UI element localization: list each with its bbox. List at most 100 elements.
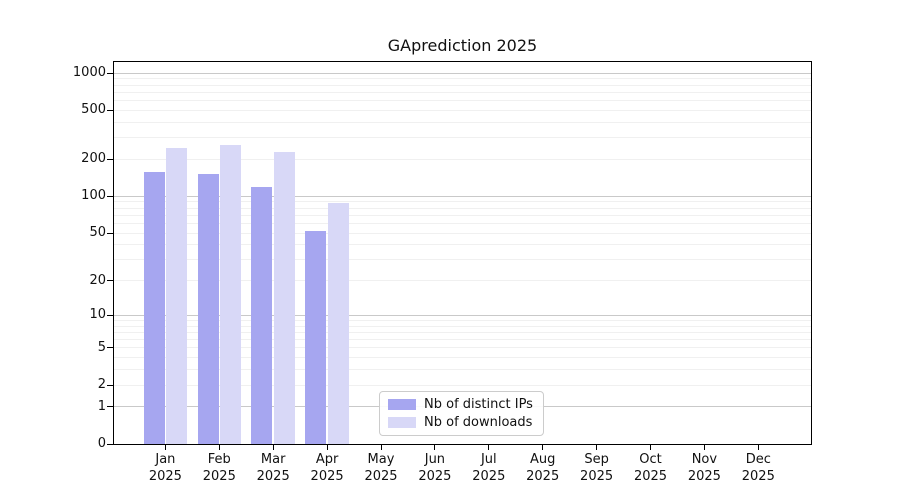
chart-title: GAprediction 2025 xyxy=(387,36,538,55)
legend-entry-distinct-ips: Nb of distinct IPs xyxy=(388,396,535,413)
x-tick-mark xyxy=(326,445,328,450)
x-tick-year: 2025 xyxy=(256,469,290,484)
x-tick-mark xyxy=(757,445,759,450)
y-tick-mark xyxy=(107,406,114,408)
x-tick-mark xyxy=(380,445,382,450)
x-tick-mark xyxy=(650,445,651,450)
y-gridline-minor xyxy=(114,325,811,327)
x-tick-label: Jul 2025 xyxy=(457,451,521,485)
x-tick-year: 2025 xyxy=(580,469,614,484)
x-tick-month: Oct xyxy=(639,452,662,467)
bar-distinct-ips-apr xyxy=(305,230,327,444)
x-tick-mark xyxy=(272,445,274,450)
y-gridline-minor xyxy=(114,369,811,371)
legend: Nb of distinct IPs Nb of downloads xyxy=(379,391,544,436)
y-gridline-minor xyxy=(114,232,811,234)
y-tick-mark xyxy=(107,158,114,160)
y-tick-mark xyxy=(107,109,114,111)
x-tick-year: 2025 xyxy=(741,469,775,484)
x-tick-month: Aug xyxy=(529,452,556,467)
y-tick-label: 100 xyxy=(81,188,106,204)
x-tick-label: Mar 2025 xyxy=(241,451,305,485)
y-tick-mark xyxy=(107,195,114,197)
legend-label-downloads: Nb of downloads xyxy=(424,415,533,431)
bar-downloads-mar xyxy=(273,152,295,444)
y-gridline-minor xyxy=(114,137,811,139)
y-tick-mark xyxy=(107,280,114,282)
x-tick-month: Dec xyxy=(745,452,771,467)
x-tick-month: Jul xyxy=(480,452,497,467)
y-gridline-major xyxy=(114,195,811,197)
x-tick-year: 2025 xyxy=(310,469,344,484)
x-tick-label: Oct 2025 xyxy=(619,451,683,485)
x-tick-month: Apr xyxy=(315,452,339,467)
x-tick-month: Nov xyxy=(691,452,718,467)
y-tick-label: 200 xyxy=(81,151,106,167)
y-gridline-minor xyxy=(114,201,811,203)
x-tick-label: Sep 2025 xyxy=(565,451,629,485)
y-tick-label: 2 xyxy=(97,377,106,393)
y-gridline-minor xyxy=(114,357,811,359)
x-tick-mark xyxy=(596,445,598,450)
x-tick-month: Mar xyxy=(260,452,286,467)
y-gridline-minor xyxy=(114,384,811,386)
y-gridline-minor xyxy=(114,78,811,80)
y-tick-label: 500 xyxy=(81,102,106,118)
y-tick-label: 5 xyxy=(97,339,106,355)
x-tick-label: Dec 2025 xyxy=(726,451,790,485)
y-gridline-minor xyxy=(114,347,811,349)
x-tick-label: May 2025 xyxy=(349,451,413,485)
y-tick-label: 10 xyxy=(89,307,106,323)
y-tick-label: 1 xyxy=(97,398,106,414)
x-tick-mark xyxy=(434,445,436,450)
x-tick-mark xyxy=(542,445,544,450)
x-tick-year: 2025 xyxy=(633,469,668,484)
bar-distinct-ips-mar xyxy=(251,186,273,444)
y-gridline-minor xyxy=(114,280,811,282)
x-tick-year: 2025 xyxy=(202,469,236,484)
x-tick-month: May xyxy=(367,452,395,467)
y-tick-label: 20 xyxy=(89,272,106,288)
x-tick-year: 2025 xyxy=(418,469,452,484)
x-tick-year: 2025 xyxy=(687,469,721,484)
x-tick-label: Nov 2025 xyxy=(672,451,736,485)
y-gridline-minor xyxy=(114,214,811,216)
x-tick-year: 2025 xyxy=(472,469,506,484)
y-tick-label: 0 xyxy=(97,436,106,451)
y-gridline-minor xyxy=(114,100,811,102)
y-gridline-minor xyxy=(114,207,811,209)
y-gridline-minor xyxy=(114,331,811,333)
y-gridline-major xyxy=(114,72,811,74)
x-tick-mark xyxy=(488,445,490,450)
x-tick-year: 2025 xyxy=(148,469,182,484)
x-tick-label: Jun 2025 xyxy=(403,451,467,485)
y-gridline-minor xyxy=(114,339,811,341)
legend-entry-downloads: Nb of downloads xyxy=(388,414,535,431)
y-gridline-minor xyxy=(114,121,811,123)
x-tick-month: Jun xyxy=(424,452,446,467)
y-tick-mark xyxy=(107,384,114,386)
y-gridline-major xyxy=(114,314,811,316)
y-gridline-minor xyxy=(114,319,811,321)
y-tick-mark xyxy=(107,232,114,234)
y-tick-label: 1000 xyxy=(72,65,106,81)
x-tick-label: Apr 2025 xyxy=(295,451,359,485)
bar-distinct-ips-feb xyxy=(197,174,219,444)
y-gridline-minor xyxy=(114,222,811,224)
y-tick-label: 50 xyxy=(89,225,106,241)
y-gridline-minor xyxy=(114,84,811,86)
x-tick-month: Feb xyxy=(207,452,231,467)
legend-swatch-downloads xyxy=(388,417,416,429)
legend-swatch-distinct-ips xyxy=(388,398,416,410)
x-tick-month: Jan xyxy=(155,452,176,467)
x-tick-mark xyxy=(218,445,220,450)
bar-downloads-jan xyxy=(166,147,188,444)
y-gridline-minor xyxy=(114,91,811,93)
x-tick-mark xyxy=(703,445,705,450)
bar-downloads-feb xyxy=(220,145,242,444)
x-tick-mark xyxy=(164,445,166,450)
y-tick-mark xyxy=(107,347,114,349)
y-tick-mark xyxy=(107,72,114,74)
y-gridline-minor xyxy=(114,244,811,246)
